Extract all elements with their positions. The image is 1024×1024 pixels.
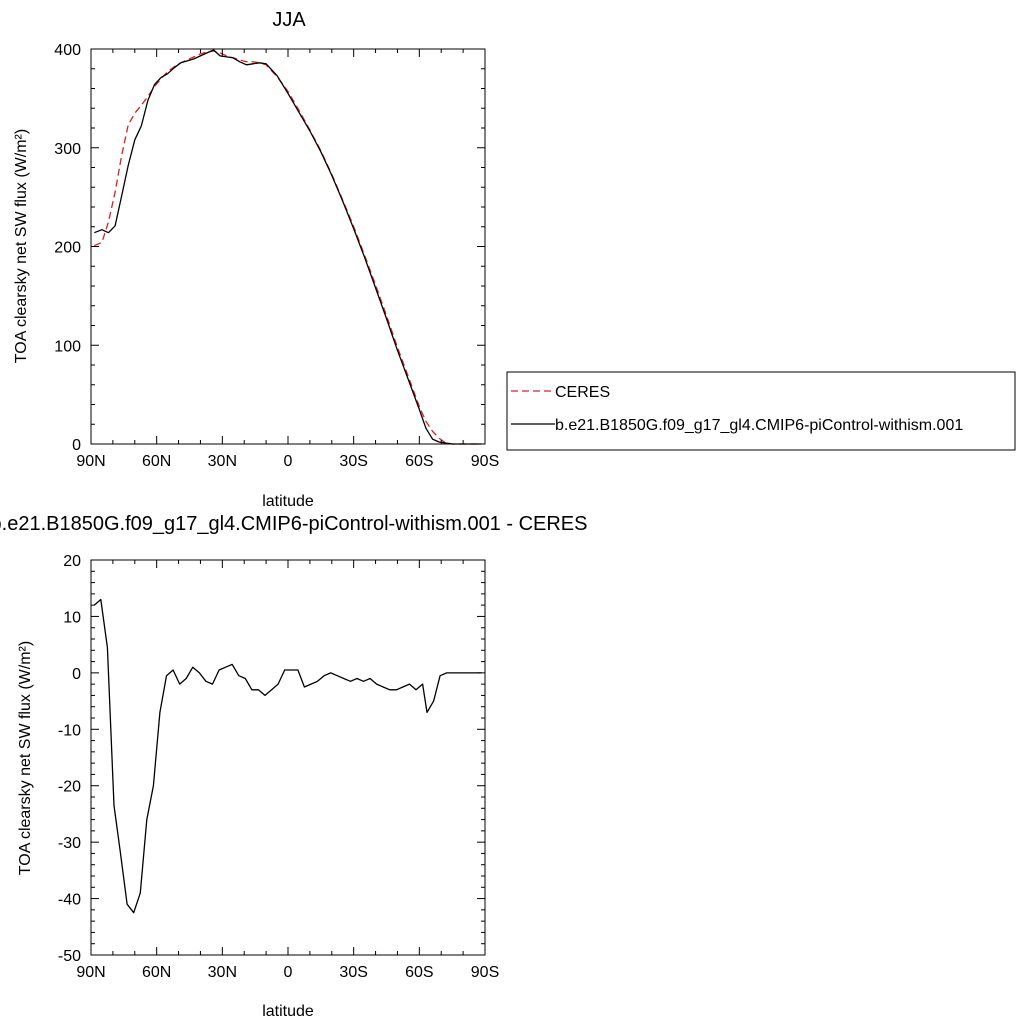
bottom-x-tick-label: 90S <box>471 964 499 981</box>
top-x-tick-label: 60N <box>142 453 171 470</box>
bottom-y-axis-label: TOA clearsky net SW flux (W/m²) <box>17 641 34 875</box>
bottom-y-tick-label: -40 <box>58 892 81 909</box>
bottom-y-tick-label: -30 <box>58 835 81 852</box>
top-plot-frame <box>90 48 486 445</box>
top-y-axis-label: TOA clearsky net SW flux (W/m²) <box>13 129 30 363</box>
top-y-tick-label: 300 <box>54 141 81 158</box>
top-y-tick-label: 400 <box>54 42 81 59</box>
top-x-tick-label: 0 <box>284 453 293 470</box>
top-x-tick-label: 30N <box>208 453 237 470</box>
top-series-line-b-e21-b1850g-f09-g17-gl4-cmip6-picontrol-withism-001 <box>94 49 482 445</box>
top-y-tick-label: 0 <box>72 437 81 454</box>
bottom-y-tick-label: -10 <box>58 722 81 739</box>
legend-label-model: b.e21.B1850G.f09_g17_gl4.CMIP6-piControl… <box>555 417 963 434</box>
bottom-x-tick-label: 30S <box>339 964 367 981</box>
top-chart-title: JJA <box>272 9 306 31</box>
bottom-y-tick-label: 0 <box>72 666 81 683</box>
top-axis-ticks: 90N 60N 30N 0 30S 60S 90S 0 100 200 300 400 <box>54 42 499 470</box>
bottom-series-group <box>93 598 482 914</box>
top-x-tick-label: 90N <box>76 453 105 470</box>
bottom-plot-frame <box>90 559 486 956</box>
bottom-chart-title: b.e21.B1850G.f09_g17_gl4.CMIP6-piControl… <box>0 513 587 535</box>
bottom-x-axis-label: latitude <box>262 1003 314 1020</box>
bottom-y-tick-label: -20 <box>58 779 81 796</box>
top-x-tick-label: 90S <box>471 453 499 470</box>
bottom-panel: b.e21.B1850G.f09_g17_gl4.CMIP6-piControl… <box>0 513 587 1020</box>
legend-label-ceres: CERES <box>555 384 610 401</box>
bottom-y-tick-label: 10 <box>63 609 81 626</box>
bottom-x-tick-label: 60N <box>142 964 171 981</box>
bottom-x-tick-label: 60S <box>405 964 433 981</box>
bottom-series-line-0 <box>93 598 482 914</box>
legend: CERES b.e21.B1850G.f09_g17_gl4.CMIP6-piC… <box>506 371 1016 451</box>
top-x-tick-label: 60S <box>405 453 433 470</box>
bottom-y-tick-label: -50 <box>58 948 81 965</box>
top-x-axis-label: latitude <box>262 493 314 510</box>
bottom-x-tick-label: 0 <box>284 964 293 981</box>
top-panel: JJA 90N 60N 30N 0 30S 60S 90S 0 100 200 300 400 lat… <box>13 9 1016 510</box>
bottom-x-tick-label: 30N <box>208 964 237 981</box>
top-series-group <box>94 49 482 445</box>
bottom-axis-ticks: 90N 60N 30N 0 30S 60S 90S -50 -40 -30 -20 -10 0 10 20 <box>58 553 499 981</box>
top-y-tick-label: 200 <box>54 240 81 257</box>
bottom-x-tick-label: 90N <box>76 964 105 981</box>
top-y-tick-label: 100 <box>54 338 81 355</box>
top-series-line-ceres <box>94 50 482 445</box>
top-x-tick-label: 30S <box>339 453 367 470</box>
bottom-y-tick-label: 20 <box>63 553 81 570</box>
legend-frame <box>506 371 1016 451</box>
